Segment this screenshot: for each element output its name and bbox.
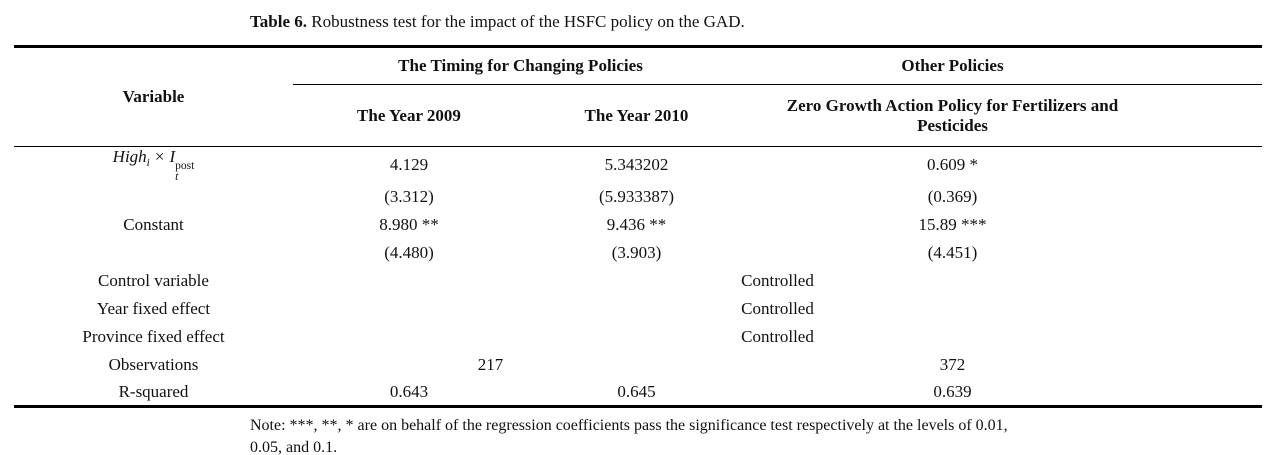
- table-row-stderr-1: (3.312) (5.933387) (0.369): [14, 183, 1262, 211]
- cell-empty: [14, 239, 293, 267]
- table-row-r-squared: R-squared 0.643 0.645 0.639: [14, 379, 1262, 407]
- cell-constant-other: 15.89 ***: [918, 215, 987, 235]
- cell-control-controlled: Controlled: [741, 271, 814, 291]
- table-row-province-fixed-effect: Province fixed effect Controlled: [14, 323, 1262, 351]
- cell-se-other: (0.369): [927, 187, 978, 207]
- group-header-row: Variable The Timing for Changing Policie…: [14, 46, 1262, 147]
- table-caption-label: Table 6.: [250, 12, 308, 31]
- cell-observations-other: 372: [939, 355, 966, 375]
- column-header-variable: Variable: [14, 46, 293, 147]
- table-footnote-line-2: 0.05, and 0.1.: [250, 438, 338, 455]
- math-stacked-script: post t: [175, 160, 195, 183]
- cell-empty: [14, 183, 293, 211]
- cell-rsq-year2009: 0.643: [389, 382, 429, 402]
- cell-rsq-year2010: 0.645: [617, 382, 656, 402]
- sub-header-row: The Year 2009 The Year 2010 Zero Growth …: [14, 84, 1262, 147]
- table-row-control-variable: Control variable Controlled: [14, 267, 1262, 295]
- row-label-year-fixed-effect: Year fixed effect: [96, 299, 211, 319]
- cell-se-year2009: (3.312): [384, 187, 434, 207]
- group-header-other-policies: Other Policies: [748, 46, 1262, 85]
- row-label-province-fixed-effect: Province fixed effect: [82, 327, 225, 347]
- cell-rsq-other: 0.639: [933, 382, 972, 402]
- cell-constant-year2010: 9.436 **: [606, 215, 667, 235]
- column-header-year-2010: The Year 2010: [525, 84, 748, 147]
- cell-coef-other: 0.609 *: [927, 155, 978, 175]
- group-header-timing: The Timing for Changing Policies: [293, 46, 748, 85]
- robustness-table: Variable The Timing for Changing Policie…: [14, 45, 1262, 409]
- table-footnote-line-1: Note: ***, **, * are on behalf of the re…: [250, 417, 1008, 435]
- paper-page: Table 6. Robustness test for the impact …: [0, 11, 1280, 455]
- cell-se-year2010: (5.933387): [598, 187, 675, 207]
- column-header-zero-growth: Zero Growth Action Policy for Fertilizer…: [748, 84, 1262, 147]
- table-footnote: Note: ***, **, * are on behalf of the re…: [250, 415, 1280, 455]
- cell-constant-year2009: 8.980 **: [379, 215, 439, 235]
- cell-provfe-controlled: Controlled: [741, 327, 814, 347]
- row-label-r-squared: R-squared: [118, 382, 189, 402]
- cell-se2-year2010: (3.903): [611, 243, 662, 263]
- column-header-zero-growth-text: Zero Growth Action Policy for Fertilizer…: [786, 95, 1119, 135]
- cell-coef-year2010: 5.343202: [604, 155, 669, 175]
- table-caption-text: Robustness test for the impact of the HS…: [307, 12, 745, 31]
- column-header-year-2009: The Year 2009: [293, 84, 525, 147]
- row-label-observations: Observations: [108, 355, 199, 375]
- variable-label-constant: Constant: [123, 215, 184, 235]
- table-row-observations: Observations 217 372: [14, 351, 1262, 379]
- cell-se2-other: (4.451): [927, 243, 978, 263]
- table-row-stderr-2: (4.480) (3.903) (4.451): [14, 239, 1262, 267]
- cell-coef-year2009: 4.129: [389, 155, 429, 175]
- cell-yearfe-controlled: Controlled: [741, 299, 814, 319]
- cell-observations-timing: 217: [477, 355, 504, 375]
- row-label-control-variable: Control variable: [98, 271, 209, 291]
- cell-se2-year2009: (4.480): [384, 243, 434, 263]
- table-row-constant: Constant 8.980 ** 9.436 ** 15.89 ***: [14, 211, 1262, 239]
- table-row-year-fixed-effect: Year fixed effect Controlled: [14, 295, 1262, 323]
- table-caption: Table 6. Robustness test for the impact …: [250, 11, 1280, 33]
